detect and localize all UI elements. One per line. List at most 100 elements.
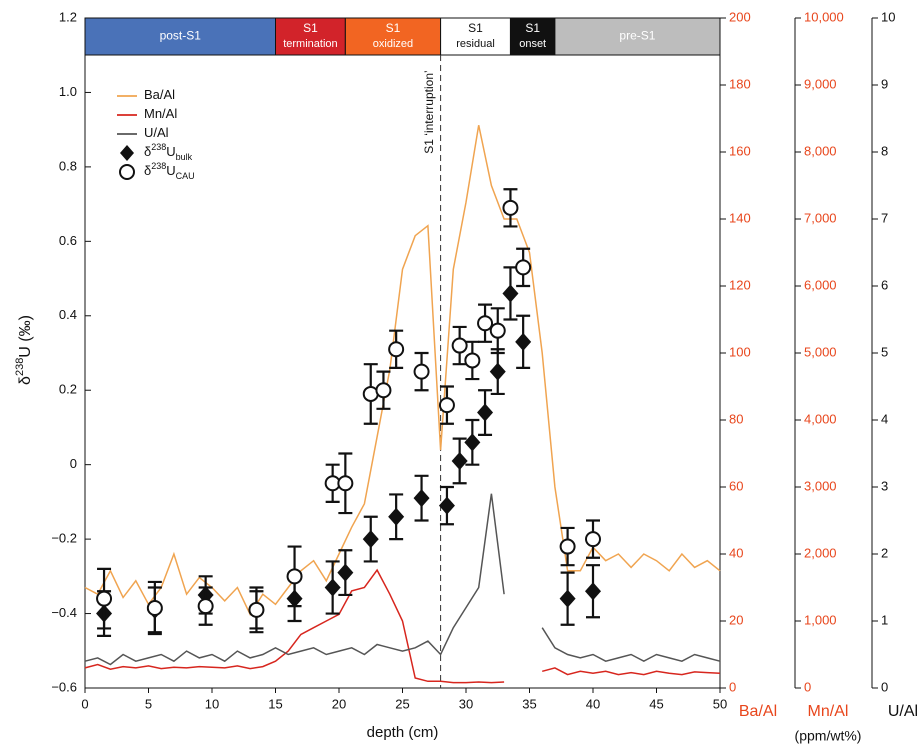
right-tick-label: 20 bbox=[729, 612, 743, 627]
marker-diamond bbox=[585, 582, 601, 601]
marker-circle bbox=[337, 475, 354, 492]
y-tick-label: 1.0 bbox=[59, 84, 77, 99]
marker-circle bbox=[585, 531, 601, 548]
x-tick-label: 20 bbox=[332, 696, 346, 711]
right-tick-label: 2 bbox=[881, 545, 888, 560]
y-tick-label: −0.4 bbox=[51, 605, 77, 620]
right-tick-label: 8,000 bbox=[804, 143, 837, 158]
right-axis-label: Ba/Al bbox=[739, 703, 777, 720]
zone bbox=[84, 17, 276, 56]
right-tick-label: 7,000 bbox=[804, 210, 837, 225]
marker-diamond bbox=[477, 403, 494, 422]
right-tick-label: 2,000 bbox=[804, 545, 837, 560]
right-tick-label: 6 bbox=[881, 277, 888, 292]
annotation: S1 ‘interruption’ bbox=[422, 70, 436, 153]
y-axis-label-part: 238 bbox=[14, 358, 26, 376]
y-tick-label: −0.6 bbox=[51, 679, 77, 694]
x-tick-label: 35 bbox=[522, 696, 536, 711]
x-axis-label: depth (cm) bbox=[367, 724, 439, 741]
marker-circle bbox=[146, 599, 163, 616]
right-tick-label: 120 bbox=[729, 277, 751, 292]
data-line bbox=[84, 493, 721, 666]
right-tick-label: 5 bbox=[881, 344, 888, 359]
right-axis-label: Mn/Al bbox=[808, 703, 849, 720]
right-tick-label: 40 bbox=[729, 545, 743, 560]
marker-diamond bbox=[559, 589, 576, 608]
right-tick-label: 10 bbox=[881, 9, 895, 24]
right-tick-label: 80 bbox=[729, 411, 743, 426]
marker-circle bbox=[489, 322, 506, 339]
marker-circle bbox=[388, 341, 405, 358]
x-tick-label: 45 bbox=[649, 696, 663, 711]
marker-circle bbox=[502, 199, 519, 216]
legend-label-part: CAU bbox=[176, 171, 195, 181]
y-tick-label: 0 bbox=[70, 456, 77, 471]
marker-circle bbox=[438, 397, 455, 414]
y-tick-label: 0.2 bbox=[59, 382, 77, 397]
x-tick-label: 50 bbox=[713, 696, 727, 711]
marker-diamond bbox=[515, 332, 532, 351]
marker-diamond bbox=[464, 433, 481, 452]
right-tick-label: 160 bbox=[729, 143, 751, 158]
marker-circle bbox=[286, 568, 303, 585]
right-tick-label: 1,000 bbox=[804, 612, 837, 627]
legend-label: Mn/Al bbox=[144, 106, 177, 121]
x-tick-label: 40 bbox=[586, 696, 600, 711]
zone-label: S1 bbox=[303, 21, 318, 35]
zone-label: oxidized bbox=[373, 38, 413, 50]
y-tick-label: −0.2 bbox=[51, 531, 77, 546]
right-tick-label: 9 bbox=[881, 76, 888, 91]
right-tick-label: 100 bbox=[729, 344, 751, 359]
right-tick-label: 8 bbox=[881, 143, 888, 158]
y-axis-label-part: U (‰) bbox=[17, 315, 34, 358]
right-axis-label: (ppm/wt%) bbox=[795, 728, 862, 744]
right-tick-label: 0 bbox=[881, 679, 888, 694]
marker-circle bbox=[197, 598, 214, 615]
marker-circle bbox=[464, 352, 481, 369]
right-tick-label: 140 bbox=[729, 210, 751, 225]
legend-label-part: 238 bbox=[151, 142, 166, 152]
right-tick-label: 0 bbox=[729, 679, 736, 694]
right-tick-label: 7 bbox=[881, 210, 888, 225]
right-tick-label: 0 bbox=[804, 679, 811, 694]
marker-diamond bbox=[489, 362, 506, 381]
legend-label: δ238UCAU bbox=[144, 161, 195, 181]
y-tick-label: 0.8 bbox=[59, 158, 77, 173]
legend-swatch bbox=[119, 164, 135, 180]
zone-label: onset bbox=[519, 38, 546, 50]
x-tick-label: 30 bbox=[459, 696, 473, 711]
legend-label-part: Mn/Al bbox=[144, 106, 177, 121]
right-axis-label: U/Al bbox=[888, 703, 918, 720]
y-axis-label: δ238U (‰) bbox=[14, 315, 34, 385]
legend-label-part: U/Al bbox=[144, 125, 169, 140]
right-tick-label: 6,000 bbox=[804, 277, 837, 292]
y-tick-label: 0.6 bbox=[59, 233, 77, 248]
marker-diamond bbox=[413, 489, 430, 508]
marker-circle bbox=[451, 337, 468, 354]
zone bbox=[554, 17, 721, 56]
zone-label: post-S1 bbox=[160, 29, 202, 43]
marker-diamond bbox=[438, 496, 455, 515]
marker-circle bbox=[96, 590, 113, 607]
marker-circle bbox=[375, 382, 392, 399]
zone-label: S1 bbox=[468, 21, 483, 35]
marker-diamond bbox=[502, 284, 519, 303]
right-tick-label: 4,000 bbox=[804, 411, 837, 426]
marker-circle bbox=[248, 601, 265, 618]
marker-diamond bbox=[324, 578, 341, 597]
right-tick-label: 9,000 bbox=[804, 76, 837, 91]
legend-label-part: δ bbox=[144, 163, 151, 178]
x-tick-label: 0 bbox=[81, 696, 88, 711]
marker-diamond bbox=[388, 507, 405, 526]
legend-label-part: U bbox=[166, 163, 175, 178]
legend-label-part: Ba/Al bbox=[144, 87, 175, 102]
marker-diamond bbox=[451, 451, 468, 470]
right-tick-label: 200 bbox=[729, 9, 751, 24]
marker-circle bbox=[559, 538, 576, 555]
y-tick-label: 1.2 bbox=[59, 9, 77, 24]
data-line bbox=[84, 568, 721, 684]
marker-circle bbox=[413, 363, 430, 380]
data-line bbox=[84, 125, 721, 616]
legend-swatch bbox=[120, 145, 134, 161]
